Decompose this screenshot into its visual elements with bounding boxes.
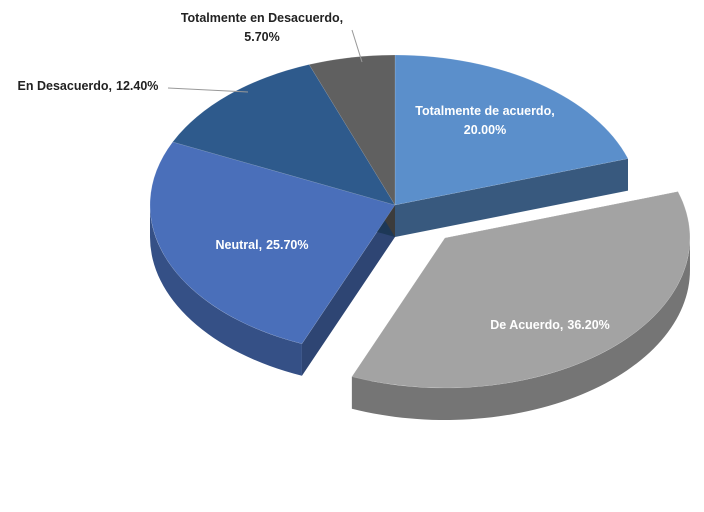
data-label: De Acuerdo, 36.20% xyxy=(490,318,610,332)
label-value: 20.00% xyxy=(464,123,506,137)
label-value: 36.20% xyxy=(567,318,609,332)
label-category: Totalmente en Desacuerdo, xyxy=(181,11,343,25)
data-label: Neutral, 25.70% xyxy=(216,238,309,252)
label-category: Neutral, xyxy=(216,238,263,252)
slice xyxy=(394,54,629,206)
slice xyxy=(351,191,691,389)
label-value: 25.70% xyxy=(266,238,308,252)
slice-side xyxy=(351,238,690,420)
slice-side xyxy=(149,205,302,376)
slice xyxy=(308,54,396,206)
slice-edge xyxy=(301,205,395,376)
label-value: 5.70% xyxy=(244,30,279,44)
data-label: Totalmente de acuerdo, 20.00% xyxy=(415,104,554,137)
slice xyxy=(172,64,396,206)
data-label: En Desacuerdo, 12.40% xyxy=(18,79,159,93)
label-category: En Desacuerdo, xyxy=(18,79,112,93)
data-label: Totalmente en Desacuerdo, 5.70% xyxy=(181,11,343,44)
slice xyxy=(149,141,396,345)
slice-edge xyxy=(395,158,629,237)
label-category: Totalmente de acuerdo, xyxy=(415,104,554,118)
label-category: De Acuerdo, xyxy=(490,318,563,332)
leader-line xyxy=(167,87,249,93)
leader-line xyxy=(351,29,363,63)
label-value: 12.40% xyxy=(116,79,158,93)
